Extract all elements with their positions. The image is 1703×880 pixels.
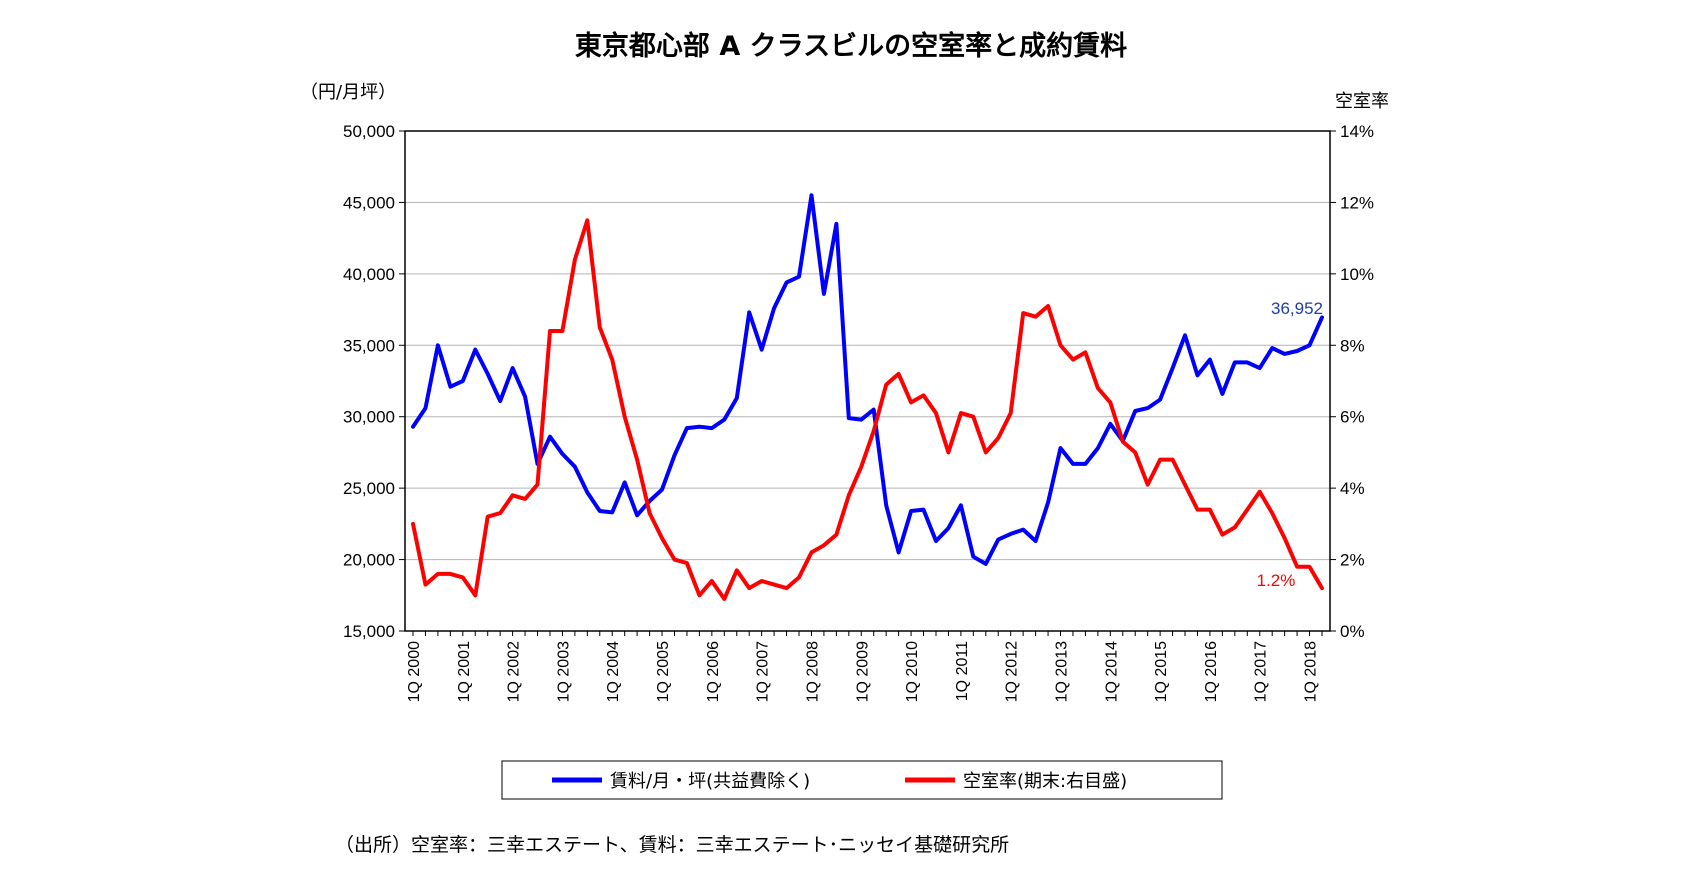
x-tick-label: 1Q 2004 xyxy=(605,641,622,702)
gridlines xyxy=(405,201,1330,561)
series-lines xyxy=(411,193,1324,601)
left-tick-label: 15,000 xyxy=(343,622,395,641)
rent-last-value-label: 36,952 xyxy=(1271,299,1323,318)
legend: 賃料/月・坪(共益費除く) 空室率(期末:右目盛) xyxy=(501,760,1223,800)
x-tick-label: 1Q 2018 xyxy=(1303,641,1320,702)
x-axis-ticks: 1Q 2000 1Q 2001 1Q 2002 1Q 2003 1Q 2004 1Q 20… xyxy=(406,631,1323,702)
legend-label-rent: 賃料/月・坪(共益費除く) xyxy=(610,771,810,792)
x-tick-label: 1Q 2011 xyxy=(954,641,971,701)
left-tick-label: 45,000 xyxy=(343,193,395,212)
x-tick-label: 1Q 2017 xyxy=(1253,641,1270,702)
source-note: （出所）空室率：三幸エステート、賃料：三幸エステート･ニッセイ基礎研究所 xyxy=(335,834,1009,856)
x-tick-label: 1Q 2012 xyxy=(1004,641,1021,702)
left-axis-unit: （円/月坪） xyxy=(300,82,396,103)
x-tick-label: 1Q 2007 xyxy=(755,641,772,702)
right-tick-label: 0% xyxy=(1340,622,1365,641)
x-tick-label: 1Q 2008 xyxy=(804,641,821,702)
left-tick-label: 40,000 xyxy=(343,265,395,284)
left-tick-label: 25,000 xyxy=(343,479,395,498)
rent-line xyxy=(411,193,1324,566)
x-tick-label: 1Q 2009 xyxy=(854,641,871,702)
plot-frame xyxy=(404,130,1331,632)
legend-box xyxy=(501,760,1223,800)
x-tick-label: 1Q 2001 xyxy=(456,641,473,702)
right-tick-label: 14% xyxy=(1340,122,1374,141)
right-axis-ticks: 0% 2% 4% 6% 8% 10% 12% 14% xyxy=(1330,122,1374,641)
x-tick-label: 1Q 2000 xyxy=(406,641,423,702)
legend-label-vacancy: 空室率(期末:右目盛) xyxy=(963,771,1127,792)
x-tick-label: 1Q 2003 xyxy=(555,641,572,702)
right-tick-label: 12% xyxy=(1340,193,1374,212)
right-tick-label: 6% xyxy=(1340,408,1365,427)
x-tick-label: 1Q 2005 xyxy=(655,641,672,702)
x-tick-label: 1Q 2014 xyxy=(1103,641,1120,702)
x-tick-label: 1Q 2002 xyxy=(506,641,523,702)
left-tick-label: 20,000 xyxy=(343,551,395,570)
right-tick-label: 4% xyxy=(1340,479,1365,498)
x-tick-label: 1Q 2006 xyxy=(705,641,722,702)
right-axis-label: 空室率 xyxy=(1335,91,1389,112)
right-tick-label: 2% xyxy=(1340,551,1365,570)
chart-title: 東京都心部 A クラスビルの空室率と成約賃料 xyxy=(575,30,1127,62)
x-tick-label: 1Q 2013 xyxy=(1054,641,1071,702)
vacancy-last-value-label: 1.2% xyxy=(1257,571,1296,590)
left-axis-ticks: 15,000 20,000 25,000 30,000 35,000 40,000 45,0… xyxy=(343,122,405,641)
left-tick-label: 35,000 xyxy=(343,336,395,355)
x-tick-label: 1Q 2015 xyxy=(1153,641,1170,702)
left-tick-label: 30,000 xyxy=(343,408,395,427)
left-tick-label: 50,000 xyxy=(343,122,395,141)
x-tick-label: 1Q 2010 xyxy=(904,641,921,702)
x-tick-label: 1Q 2016 xyxy=(1203,641,1220,702)
vacancy-line xyxy=(411,218,1324,601)
right-tick-label: 10% xyxy=(1340,265,1374,284)
right-tick-label: 8% xyxy=(1340,336,1365,355)
